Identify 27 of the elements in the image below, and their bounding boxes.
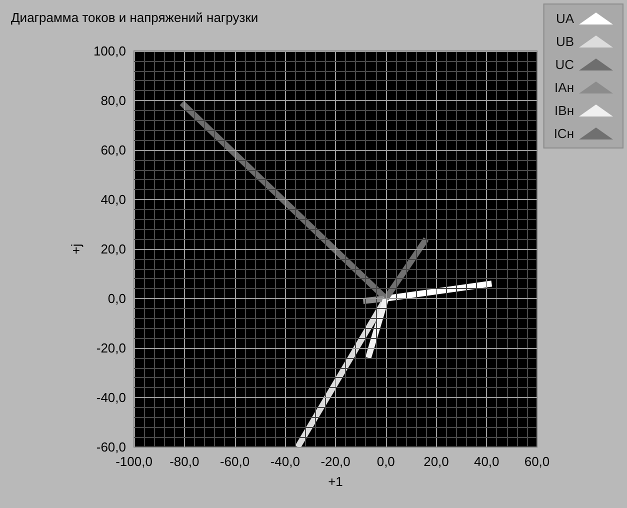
y-tick-label: 40,0: [100, 192, 126, 207]
y-tick-label: -40,0: [96, 390, 126, 405]
x-tick-label: -80,0: [170, 454, 200, 469]
x-tick-label: 0,0: [376, 454, 395, 469]
y-tick-label: -20,0: [96, 340, 126, 356]
y-tick-label: -60,0: [96, 440, 126, 454]
y-tick-label: 20,0: [100, 242, 126, 256]
x-tick-label: -60,0: [220, 454, 250, 469]
legend-label: IBн: [554, 103, 574, 118]
legend-label: UA: [556, 11, 574, 26]
x-tick-label: -20,0: [320, 454, 350, 469]
x-tick-label: 40,0: [474, 454, 500, 469]
x-axis-title: +1: [328, 474, 343, 489]
x-tick-label: 60,0: [524, 454, 550, 469]
legend-label: UC: [555, 57, 574, 72]
y-tick-label: 60,0: [100, 142, 126, 158]
x-tick-label: 20,0: [424, 454, 449, 469]
y-tick-label: 0,0: [108, 291, 126, 306]
x-tick-label: -100,0: [116, 454, 152, 469]
y-tick-label: 80,0: [100, 93, 126, 108]
legend-label: UB: [556, 34, 574, 49]
y-tick-label: 100,0: [93, 44, 126, 58]
y-axis-title: +j: [68, 244, 84, 254]
legend-label: IAн: [554, 80, 574, 95]
chart-title: Диаграмма токов и напряжений нагрузки: [11, 10, 258, 25]
x-tick-label: -40,0: [270, 454, 300, 469]
legend-label: ICн: [554, 126, 574, 141]
